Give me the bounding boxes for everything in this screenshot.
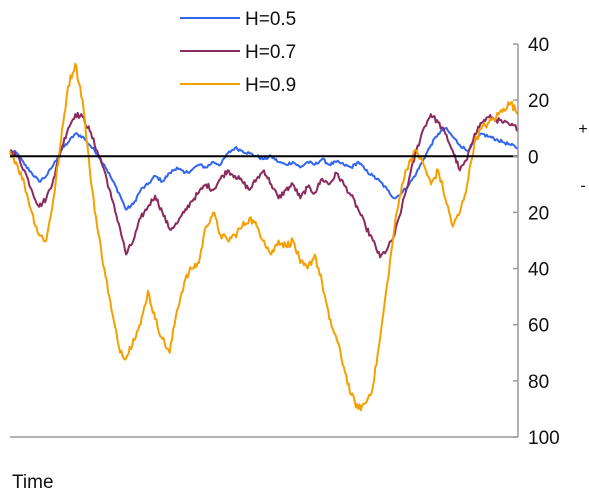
y-tick-label: 20 <box>528 91 549 112</box>
series-line-h-0-5 <box>9 127 519 211</box>
y-tick-label: 100 <box>528 428 560 449</box>
y-tick-label: 40 <box>528 260 549 281</box>
series-line-h-0-9 <box>9 62 519 412</box>
y-tick-label: 60 <box>528 316 549 337</box>
negative-sign-label: - <box>580 177 585 194</box>
y-tick-label: 80 <box>528 372 549 393</box>
positive-sign-label: + <box>578 121 587 138</box>
legend-label: H=0.5 <box>245 9 296 30</box>
y-tick-label: 0 <box>528 147 539 168</box>
y-axis-ticks: 40 20 0 20 40 60 80 100 <box>513 35 560 449</box>
series-line-h-0-7 <box>9 111 519 259</box>
y-tick-label: 20 <box>528 203 549 224</box>
y-tick-label: 40 <box>528 35 549 56</box>
legend-label: H=0.9 <box>245 75 296 96</box>
x-axis-title: Time <box>12 472 54 493</box>
legend-label: H=0.7 <box>245 42 296 63</box>
legend: H=0.5 H=0.7 H=0.9 <box>180 9 296 96</box>
series-layer <box>9 62 519 412</box>
